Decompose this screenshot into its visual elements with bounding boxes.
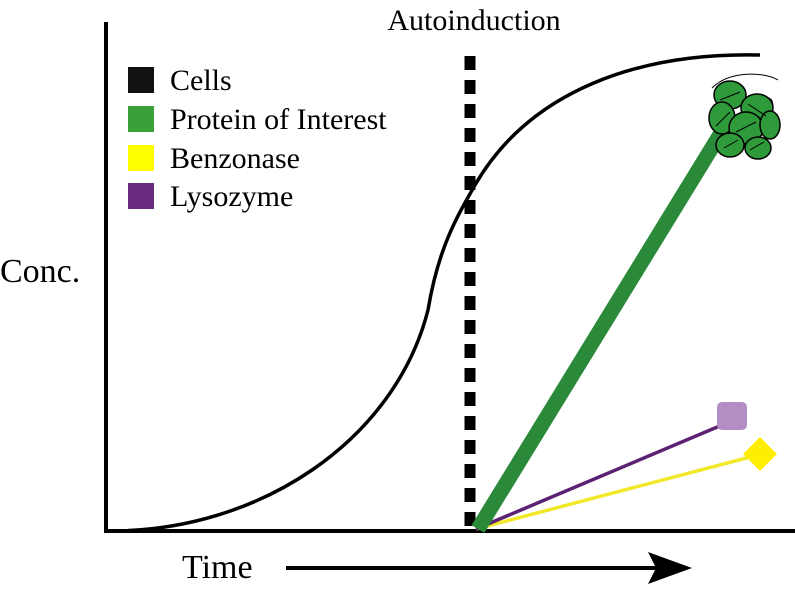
square-marker-icon bbox=[717, 402, 747, 430]
autoinduction-label: Autoinduction bbox=[387, 4, 560, 37]
y-axis-label: Conc. bbox=[0, 253, 80, 290]
cells-growth-curve bbox=[107, 53, 761, 533]
legend-label-lysozyme: Lysozyme bbox=[170, 180, 293, 213]
x-axis-label: Time bbox=[182, 549, 253, 586]
benzonase-line bbox=[475, 454, 755, 531]
legend-label-cells: Cells bbox=[170, 64, 232, 97]
legend-swatch-cells bbox=[128, 67, 154, 93]
legend: Cells Protein of Interest Benzonase Lyso… bbox=[128, 64, 387, 213]
lysozyme-line bbox=[475, 423, 723, 531]
protein-line bbox=[471, 124, 731, 533]
protein-structure-icon bbox=[708, 73, 781, 160]
legend-swatch-protein bbox=[128, 106, 154, 132]
legend-label-protein: Protein of Interest bbox=[170, 103, 387, 136]
time-arrow-head-icon bbox=[648, 552, 692, 584]
legend-swatch-benzonase bbox=[128, 145, 154, 171]
legend-label-benzonase: Benzonase bbox=[170, 142, 300, 175]
legend-swatch-lysozyme bbox=[128, 183, 154, 209]
diamond-marker-icon bbox=[743, 437, 777, 471]
